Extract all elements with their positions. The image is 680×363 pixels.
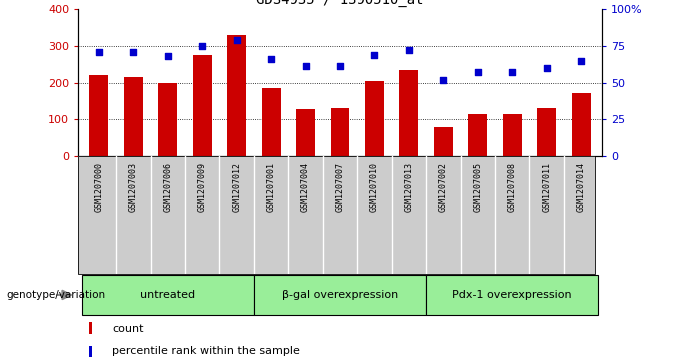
Text: count: count	[112, 324, 143, 334]
Text: GSM1207011: GSM1207011	[542, 162, 551, 212]
Text: untreated: untreated	[140, 290, 195, 300]
Point	[473, 69, 483, 75]
Bar	[330, 108, 350, 156]
Text: genotype/variation: genotype/variation	[7, 290, 106, 300]
Bar	[537, 108, 556, 156]
Bar	[82, 275, 254, 315]
Bar	[89, 75, 108, 156]
Text: GSM1207009: GSM1207009	[198, 162, 207, 212]
Point	[163, 53, 173, 59]
Point	[128, 49, 139, 54]
Point	[231, 37, 242, 43]
Bar	[426, 275, 598, 315]
Bar	[572, 93, 591, 156]
Text: β-gal overexpression: β-gal overexpression	[282, 290, 398, 300]
Bar	[124, 77, 143, 156]
Point	[266, 56, 277, 62]
Bar	[192, 55, 211, 156]
Title: GDS4935 / 1390510_at: GDS4935 / 1390510_at	[256, 0, 424, 7]
Bar	[158, 82, 177, 156]
Point	[541, 65, 552, 71]
Bar	[469, 114, 488, 156]
Text: GSM1207007: GSM1207007	[335, 162, 345, 212]
Text: GSM1207002: GSM1207002	[439, 162, 448, 212]
Text: percentile rank within the sample: percentile rank within the sample	[112, 346, 300, 356]
Point	[369, 52, 380, 58]
Point	[507, 69, 517, 75]
Bar	[503, 114, 522, 156]
Text: GSM1207014: GSM1207014	[577, 162, 585, 212]
Text: Pdx-1 overexpression: Pdx-1 overexpression	[452, 290, 572, 300]
Text: GSM1207006: GSM1207006	[163, 162, 172, 212]
Text: GSM1207010: GSM1207010	[370, 162, 379, 212]
Bar	[434, 127, 453, 156]
Bar	[88, 346, 92, 357]
Bar	[254, 275, 426, 315]
Text: GSM1207005: GSM1207005	[473, 162, 482, 212]
Text: GSM1207000: GSM1207000	[95, 162, 103, 212]
Text: GSM1207001: GSM1207001	[267, 162, 275, 212]
Point	[335, 64, 345, 69]
Point	[300, 64, 311, 69]
Text: GSM1207012: GSM1207012	[232, 162, 241, 212]
Bar	[88, 322, 92, 334]
Point	[197, 43, 207, 49]
Point	[93, 49, 104, 54]
Bar	[296, 109, 315, 156]
Text: GSM1207013: GSM1207013	[405, 162, 413, 212]
Point	[576, 58, 587, 64]
Bar	[227, 35, 246, 156]
Point	[438, 77, 449, 82]
Bar	[399, 70, 418, 156]
Point	[403, 47, 414, 53]
Text: GSM1207008: GSM1207008	[508, 162, 517, 212]
Bar	[262, 88, 281, 156]
Bar	[365, 81, 384, 156]
Text: GSM1207003: GSM1207003	[129, 162, 138, 212]
Text: GSM1207004: GSM1207004	[301, 162, 310, 212]
